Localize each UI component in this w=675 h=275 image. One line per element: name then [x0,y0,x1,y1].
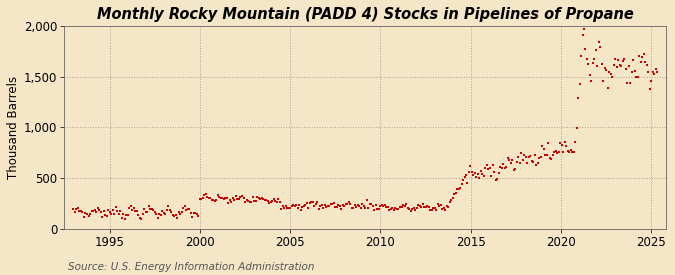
Y-axis label: Thousand Barrels: Thousand Barrels [7,76,20,179]
Text: Source: U.S. Energy Information Administration: Source: U.S. Energy Information Administ… [68,262,314,272]
Title: Monthly Rocky Mountain (PADD 4) Stocks in Pipelines of Propane: Monthly Rocky Mountain (PADD 4) Stocks i… [97,7,633,22]
